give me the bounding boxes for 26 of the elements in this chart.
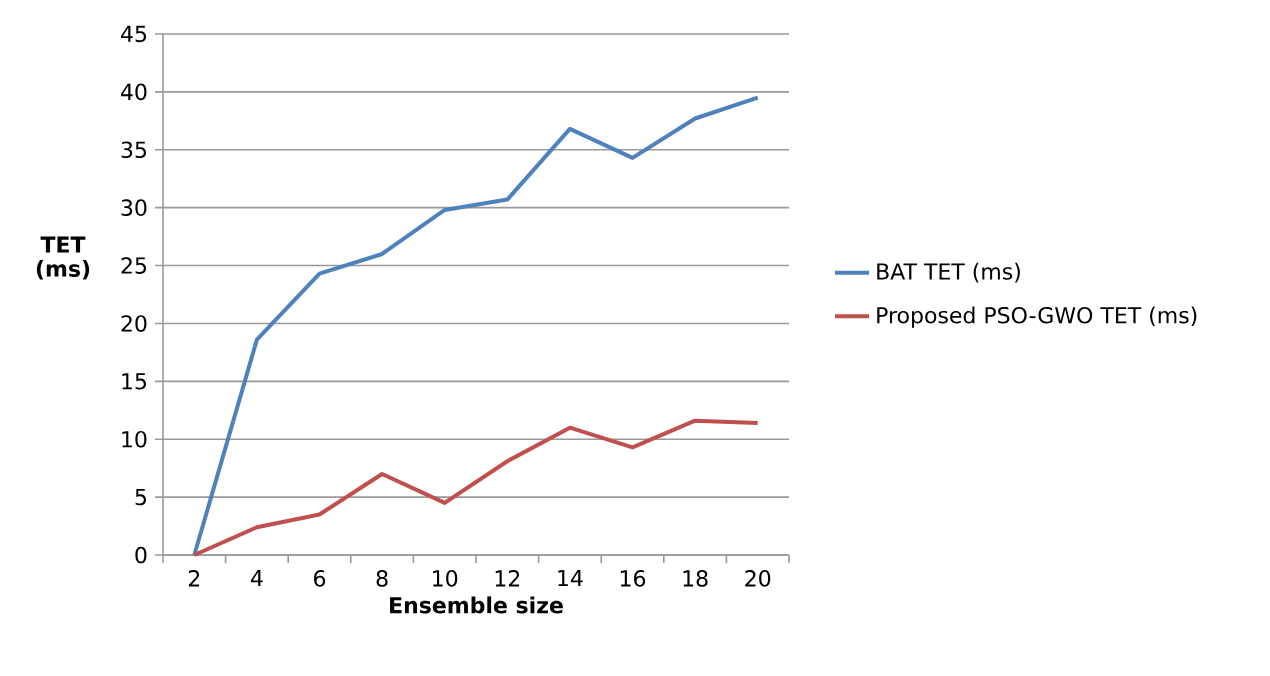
y-tick-label: 25 bbox=[121, 257, 147, 274]
y-tick-label: 40 bbox=[121, 83, 147, 101]
y-tick-label: 35 bbox=[121, 141, 147, 159]
x-tick-label: 10 bbox=[433, 570, 458, 587]
legend-label: Proposed PSO-GWO TET (ms) bbox=[877, 306, 1197, 328]
y-tick-label: 5 bbox=[135, 488, 147, 506]
line-series bbox=[192, 95, 760, 557]
y-axis-title: TET (ms) bbox=[36, 236, 90, 280]
y-tick-label: 20 bbox=[121, 315, 147, 332]
x-tick-label: 16 bbox=[620, 570, 646, 587]
x-tick-label: 12 bbox=[495, 570, 520, 587]
line-series bbox=[192, 418, 760, 557]
y-tick-label: 15 bbox=[122, 373, 147, 390]
y-tick-label: 30 bbox=[121, 199, 147, 216]
x-tick-label: 6 bbox=[314, 570, 326, 587]
y-tick-label: 45 bbox=[121, 25, 147, 43]
x-tick-label: 18 bbox=[683, 570, 708, 587]
y-tick-label: 0 bbox=[135, 546, 147, 564]
x-tick-label: 20 bbox=[745, 570, 771, 587]
x-axis-title: Ensemble size bbox=[390, 596, 563, 614]
x-tick-label: 2 bbox=[188, 570, 200, 587]
y-tick-label: 10 bbox=[122, 430, 147, 448]
x-tick-label: 14 bbox=[558, 570, 583, 587]
legend-label: BAT TET (ms) bbox=[877, 262, 1020, 283]
x-tick-label: 4 bbox=[250, 570, 263, 587]
x-tick-label: 8 bbox=[376, 570, 388, 587]
